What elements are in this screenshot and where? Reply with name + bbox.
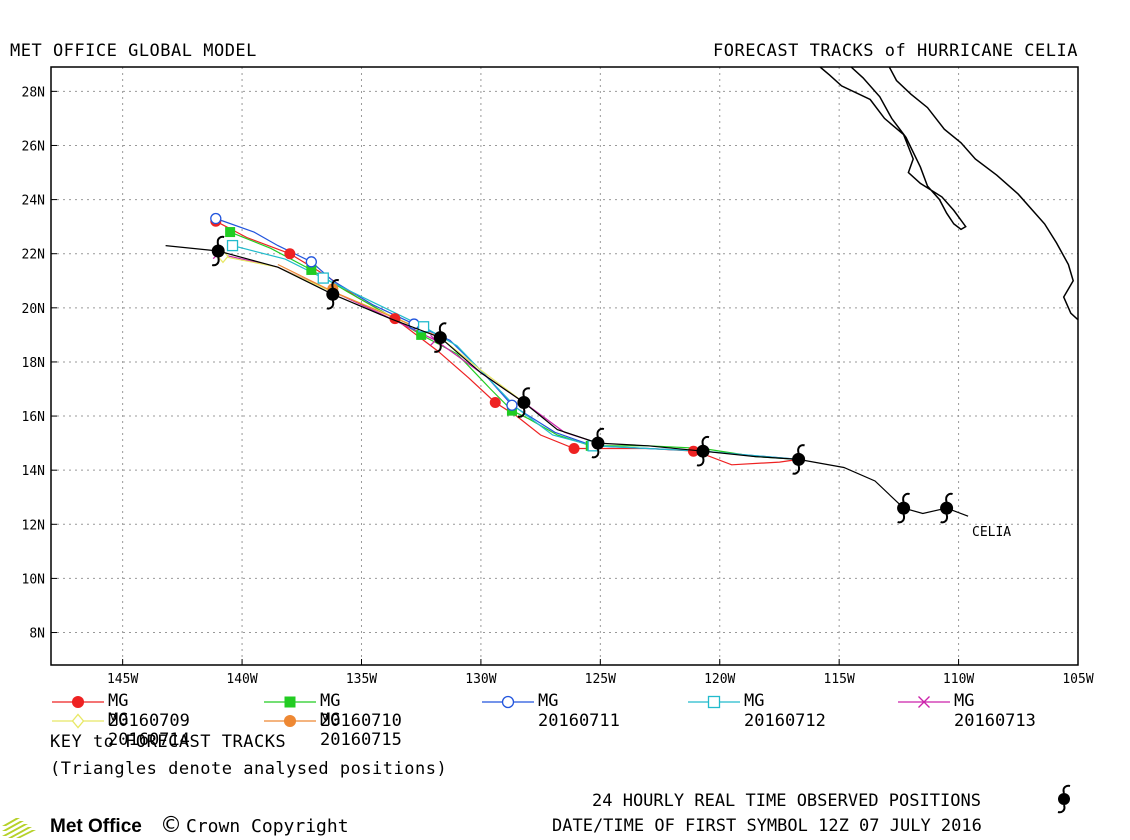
- lat-tick-label: 10N: [22, 572, 45, 587]
- observed-track-line: [165, 245, 969, 517]
- lat-tick-label: 28N: [22, 85, 45, 100]
- lat-tick-label: 8N: [29, 627, 45, 642]
- lat-tick-label: 26N: [22, 139, 45, 154]
- legend-marker: [707, 695, 721, 709]
- storm-label: CELIA: [972, 525, 1011, 540]
- observed-positions-label: 24 HOURLY REAL TIME OBSERVED POSITIONS: [592, 791, 981, 811]
- forecast-track-marker: [416, 329, 427, 340]
- lon-tick-label: 130W: [465, 672, 496, 687]
- legend-marker: [71, 713, 85, 729]
- model-title: MET OFFICE GLOBAL MODEL: [10, 41, 257, 61]
- forecast-track-marker: [225, 227, 236, 238]
- legend-label: MG 20160714: [108, 710, 190, 750]
- lat-tick-label: 20N: [22, 302, 45, 317]
- hurricane-symbol-icon: [591, 427, 605, 459]
- hurricane-symbol-icon: [326, 279, 340, 310]
- forecast-track-line: [222, 255, 525, 403]
- forecast-track-marker: [687, 445, 699, 457]
- legend-label: MG 20160712: [744, 691, 826, 731]
- lat-tick-label: 18N: [22, 356, 45, 371]
- hurricane-symbol-icon: [696, 435, 710, 467]
- forecast-track-marker: [305, 256, 317, 268]
- legend-swatch: [52, 695, 104, 709]
- forecast-track-marker: [506, 399, 518, 411]
- lon-tick-label: 115W: [824, 672, 855, 687]
- legend-marker: [918, 696, 930, 708]
- coastline: [819, 67, 1078, 321]
- legend-label: MG 20160715: [320, 710, 402, 750]
- lon-tick-label: 125W: [585, 672, 616, 687]
- forecast-tracks: [210, 212, 799, 466]
- met-office-brand: Met Office: [50, 816, 142, 837]
- legend-swatch: [264, 696, 316, 708]
- hurricane-symbol-icon: [433, 322, 447, 353]
- met-office-logo: Met Office: [2, 816, 142, 838]
- hurricane-symbol-icon: [1057, 784, 1071, 814]
- map-title: FORECAST TRACKS of HURRICANE CELIA: [713, 41, 1078, 61]
- forecast-track-marker: [317, 272, 329, 284]
- lat-tick-label: 16N: [22, 410, 45, 425]
- legend-swatch: [688, 695, 740, 709]
- copyright-symbol: ©: [160, 813, 182, 838]
- hurricane-symbol-icon: [792, 444, 806, 475]
- forecast-track-line: [215, 217, 799, 460]
- forecast-track-marker: [306, 264, 317, 275]
- legend-marker: [283, 714, 297, 728]
- coastline-segment: [888, 67, 1078, 321]
- first-symbol-datetime: DATE/TIME OF FIRST SYMBOL 12Z 07 JULY 20…: [552, 816, 982, 836]
- hurricane-symbol-icon: [940, 492, 954, 524]
- hurricane-symbol-icon: [211, 235, 225, 267]
- lon-tick-label: 105W: [1062, 672, 1093, 687]
- legend-swatch: [898, 696, 950, 708]
- lat-tick-label: 12N: [22, 518, 45, 533]
- lon-tick-label: 140W: [226, 672, 257, 687]
- legend-label: MG 20160711: [538, 691, 620, 731]
- lon-tick-label: 110W: [943, 672, 974, 687]
- legend-swatch: [52, 713, 104, 729]
- lat-tick-label: 14N: [22, 464, 45, 479]
- lon-tick-label: 145W: [107, 672, 138, 687]
- lat-tick-label: 22N: [22, 248, 45, 263]
- forecast-track-marker: [226, 239, 239, 252]
- graticule-grid: [51, 67, 1079, 665]
- forecast-track-marker: [284, 248, 296, 260]
- legend-swatch: [264, 714, 316, 728]
- lat-tick-label: 24N: [22, 194, 45, 209]
- hurricane-symbol-icon: [517, 387, 531, 418]
- legend-marker: [71, 695, 85, 709]
- legend-swatch: [482, 695, 534, 709]
- legend-label: MG 20160709: [108, 691, 190, 731]
- forecast-track-line: [218, 253, 599, 444]
- legend-label: MG 20160713: [954, 691, 1036, 731]
- forecast-track-marker: [210, 212, 222, 225]
- key-note: (Triangles denote analysed positions): [50, 759, 448, 779]
- axis-labels: 145W 140W 135W 130W 125W 120W 115W 110W 105W 28N 2…: [22, 85, 1094, 687]
- forecast-track-map: 145W 140W 135W 130W 125W 120W 115W 110W 105W 28N 2…: [22, 66, 1094, 687]
- coastline-segment: [819, 67, 967, 231]
- forecast-track-line: [232, 245, 799, 460]
- lon-tick-label: 120W: [704, 672, 735, 687]
- forecast-track-marker: [568, 443, 580, 455]
- legend-marker: [501, 695, 515, 709]
- lon-tick-label: 135W: [346, 672, 377, 687]
- key-title: KEY to FORECAST TRACKS: [50, 732, 287, 752]
- forecast-track-marker: [489, 397, 501, 409]
- legend-marker: [284, 696, 296, 708]
- hurricane-symbol-icon: [897, 492, 911, 524]
- observed-positions: [211, 235, 954, 524]
- copyright-text: Crown Copyright: [186, 816, 349, 837]
- legend-label: MG 20160710: [320, 691, 402, 731]
- observed-track: [165, 245, 969, 517]
- map-border: [50, 66, 1079, 666]
